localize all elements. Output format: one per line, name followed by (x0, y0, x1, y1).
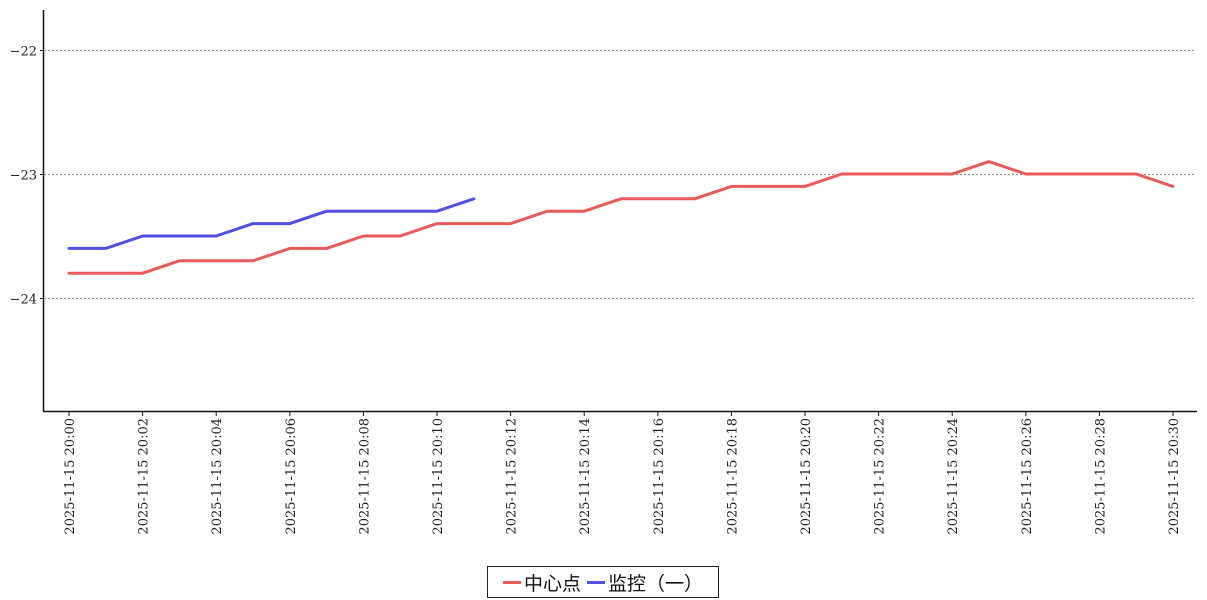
series-lines (67, 160, 1175, 275)
x-tick-label: 2025-11-15 20:18 (725, 418, 740, 535)
x-tick-label: 2025-11-15 20:24 (946, 418, 961, 535)
x-tick-label: 2025-11-15 20:14 (578, 418, 593, 535)
x-tick-label: 2025-11-15 20:02 (137, 418, 152, 535)
y-tick-label: −23 (10, 169, 37, 184)
series-line-center (67, 160, 1175, 275)
x-tick-label: 2025-11-15 20:08 (357, 418, 372, 535)
y-tick-label: −22 (10, 45, 37, 60)
legend-item-monitor: 监控（一） (587, 569, 703, 596)
x-tick-label: 2025-11-15 20:22 (873, 418, 888, 535)
x-tick-label: 2025-11-15 20:16 (652, 418, 667, 535)
x-tick-label: 2025-11-15 20:06 (284, 418, 299, 535)
x-tick-label: 2025-11-15 20:26 (1020, 418, 1035, 535)
x-axis-ticks: 2025-11-15 20:00 2025-11-15 20:02 2025-11-… (63, 411, 1182, 535)
x-tick-label: 2025-11-15 20:10 (431, 418, 446, 535)
legend-swatch-monitor (587, 580, 605, 584)
x-tick-label: 2025-11-15 20:30 (1167, 418, 1182, 535)
x-tick-label: 2025-11-15 20:04 (210, 418, 225, 535)
series-line-monitor (67, 197, 476, 250)
y-axis-ticks: −22 −23 −24 (10, 45, 37, 308)
x-tick-label: 2025-11-15 20:12 (505, 418, 520, 535)
legend: 中心点 监控（一） (487, 566, 719, 598)
legend-label-monitor: 监控（一） (608, 572, 704, 595)
legend-item-center: 中心点 (502, 569, 581, 596)
x-tick-label: 2025-11-15 20:20 (799, 418, 814, 535)
x-tick-label: 2025-11-15 20:00 (63, 418, 78, 535)
legend-label-center: 中心点 (523, 572, 581, 595)
gridlines (40, 50, 1196, 299)
y-tick-label: −24 (10, 293, 37, 308)
legend-swatch-center (502, 580, 521, 584)
x-tick-label: 2025-11-15 20:28 (1093, 418, 1108, 535)
